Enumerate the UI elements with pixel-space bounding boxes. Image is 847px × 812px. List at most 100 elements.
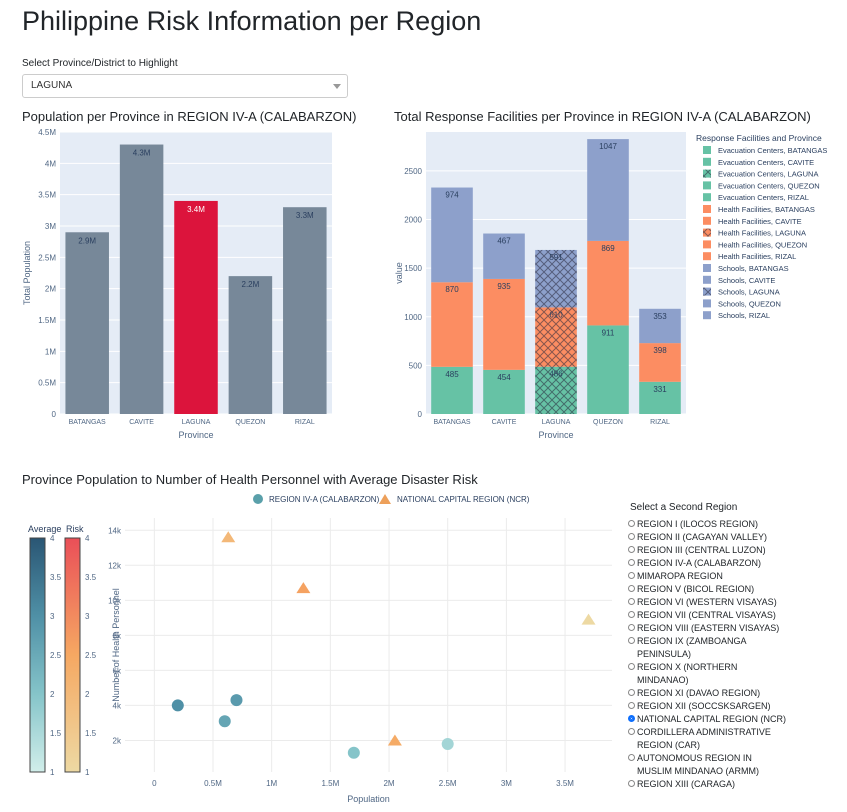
colorbar-tick-label: 2.5 <box>50 651 62 660</box>
radio-unchecked-icon[interactable] <box>628 572 635 579</box>
radio-option-label: REGION VII (CENTRAL VISAYAS) <box>637 610 776 620</box>
radio-unchecked-icon[interactable] <box>628 598 635 605</box>
x-tick-label: 3.5M <box>556 779 574 788</box>
segment-value-label: 935 <box>497 282 511 291</box>
radio-option-label: REGION V (BICOL REGION) <box>637 584 755 594</box>
segment-value-label: 485 <box>445 370 459 379</box>
radio-unchecked-icon[interactable] <box>628 702 635 709</box>
segment-value-label: 610 <box>549 310 563 319</box>
radio-option[interactable]: REGION III (CENTRAL LUZON) <box>628 544 788 557</box>
radio-unchecked-icon[interactable] <box>628 611 635 618</box>
radio-option[interactable]: REGION VIII (EASTERN VISAYAS) <box>628 622 788 635</box>
hatch-overlay <box>535 366 577 414</box>
segment-value-label: 591 <box>549 253 563 262</box>
radio-checked-icon[interactable] <box>628 715 635 722</box>
legend-swatch-hatch <box>703 228 711 237</box>
bar-value-label: 2.2M <box>242 280 260 289</box>
scatter-point-triangle <box>221 531 236 543</box>
y-tick-label: 4M <box>45 159 56 168</box>
x-tick-label: BATANGAS <box>433 419 470 426</box>
legend-swatch <box>703 299 711 308</box>
radio-option-label: REGION X (NORTHERN MINDANAO) <box>637 662 738 685</box>
stack-segment-cavite <box>483 278 525 370</box>
radio-option[interactable]: REGION IV-A (CALABARZON) <box>628 557 788 570</box>
radio-unchecked-icon[interactable] <box>628 585 635 592</box>
radio-option[interactable]: REGION I (ILOCOS REGION) <box>628 518 788 531</box>
radio-unchecked-icon[interactable] <box>628 728 635 735</box>
stack-segment-cavite <box>483 233 525 279</box>
y-tick-label: 2500 <box>404 167 422 176</box>
x-tick-label: LAGUNA <box>182 419 211 426</box>
radio-option[interactable]: REGION V (BICOL REGION) <box>628 583 788 596</box>
y-tick-label: 12k <box>108 561 122 570</box>
segment-value-label: 870 <box>445 285 459 294</box>
radio-option-label: REGION II (CAGAYAN VALLEY) <box>637 532 768 542</box>
legend-swatch <box>703 146 711 154</box>
segment-value-label: 1047 <box>599 142 617 151</box>
scatter-point-circle <box>171 699 184 712</box>
stack-segment-batangas <box>431 366 473 414</box>
legend-swatch <box>703 193 711 202</box>
y-tick-label: 6k <box>113 666 122 675</box>
radio-unchecked-icon[interactable] <box>628 520 635 527</box>
legend-label: Health Facilities, QUEZON <box>718 240 807 249</box>
bar-quezon <box>228 276 273 414</box>
colorbar-tick-label: 3.5 <box>85 573 97 582</box>
radio-unchecked-icon[interactable] <box>628 689 635 696</box>
radio-unchecked-icon[interactable] <box>628 754 635 761</box>
legend-swatch <box>703 240 711 249</box>
radio-unchecked-icon[interactable] <box>628 559 635 566</box>
radio-unchecked-icon[interactable] <box>628 663 635 670</box>
second-region-title: Select a Second Region <box>630 502 738 513</box>
radio-option[interactable]: REGION XII (SOCCSKSARGEN) <box>628 700 788 713</box>
radio-option[interactable]: AUTONOMOUS REGION IN MUSLIM MINDANAO (AR… <box>628 752 788 778</box>
second-region-radio-group[interactable]: REGION I (ILOCOS REGION) REGION II (CAGAY… <box>628 518 788 791</box>
x-tick-label: RIZAL <box>295 419 315 426</box>
radio-unchecked-icon[interactable] <box>628 637 635 644</box>
radio-option-label: MIMAROPA REGION <box>637 571 723 581</box>
radio-unchecked-icon[interactable] <box>628 533 635 540</box>
radio-option[interactable]: CORDILLERA ADMINISTRATIVE REGION (CAR) <box>628 726 788 752</box>
population-bar-chart: 0 0.5M 1M 1.5M 2M 2.5M 3M 3.5M 4M 4.5M 2.9M BATANGA… <box>22 128 332 440</box>
legend-label: Schools, LAGUNA <box>718 288 780 297</box>
radio-unchecked-icon[interactable] <box>628 780 635 787</box>
radio-option[interactable]: REGION VI (WESTERN VISAYAS) <box>628 596 788 609</box>
legend-label: Health Facilities, BATANGAS <box>718 205 815 214</box>
stack-segment-rizal <box>639 343 681 382</box>
y-tick-label: 4k <box>113 701 122 710</box>
legend-label: Schools, BATANGAS <box>718 264 789 273</box>
province-dropdown-value: LAGUNA <box>31 80 73 91</box>
y-tick-label: 4.5M <box>38 128 56 137</box>
y-tick-label: 2000 <box>404 216 422 225</box>
chevron-down-icon[interactable] <box>333 84 341 89</box>
y-tick-label: 2.5M <box>38 253 56 262</box>
colorbar-tick-label: 4 <box>50 534 55 543</box>
radio-unchecked-icon[interactable] <box>628 546 635 553</box>
legend-swatch <box>703 216 711 225</box>
segment-value-label: 974 <box>445 191 459 200</box>
radio-option-label: CORDILLERA ADMINISTRATIVE REGION (CAR) <box>637 727 771 750</box>
radio-option[interactable]: REGION XIII (CARAGA) <box>628 778 788 791</box>
radio-unchecked-icon[interactable] <box>628 624 635 631</box>
province-dropdown[interactable]: LAGUNA <box>22 74 348 98</box>
x-axis-label: Province <box>538 430 573 440</box>
x-tick-label: 2.5M <box>439 779 457 788</box>
x-tick-label: BATANGAS <box>69 419 106 426</box>
radio-option[interactable]: REGION IX (ZAMBOANGA PENINSULA) <box>628 635 788 661</box>
radio-option-label: REGION XII (SOCCSKSARGEN) <box>637 701 771 711</box>
radio-option-label: NATIONAL CAPITAL REGION (NCR) <box>637 714 787 724</box>
bar-value-label: 3.4M <box>187 205 205 214</box>
segment-value-label: 331 <box>653 385 667 394</box>
y-tick-label: 0 <box>52 410 57 419</box>
y-tick-label: 14k <box>108 526 122 535</box>
radio-option[interactable]: MIMAROPA REGION <box>628 570 788 583</box>
hatch-overlay <box>535 307 577 367</box>
radio-option[interactable]: REGION II (CAGAYAN VALLEY) <box>628 531 788 544</box>
radio-option[interactable]: NATIONAL CAPITAL REGION (NCR) <box>628 713 788 726</box>
y-tick-label: 3.5M <box>38 191 56 200</box>
bar-value-label: 4.3M <box>133 149 151 158</box>
stack-segment-cavite <box>483 369 525 414</box>
radio-option[interactable]: REGION XI (DAVAO REGION) <box>628 687 788 700</box>
radio-option[interactable]: REGION VII (CENTRAL VISAYAS) <box>628 609 788 622</box>
radio-option[interactable]: REGION X (NORTHERN MINDANAO) <box>628 661 788 687</box>
